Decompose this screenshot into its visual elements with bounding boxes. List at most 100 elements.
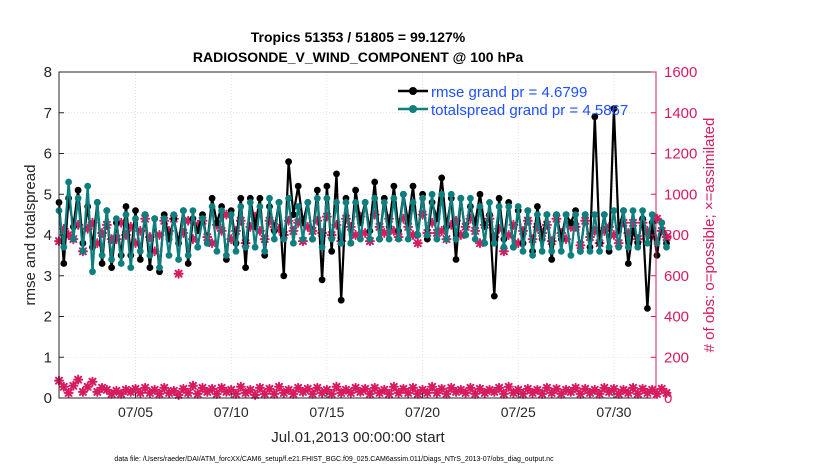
assimilated-marker xyxy=(427,217,438,228)
assimilated-marker xyxy=(331,219,342,230)
possible-marker xyxy=(379,384,390,395)
possible-marker xyxy=(97,382,108,393)
y-right-tick-label: 1200 xyxy=(664,146,697,163)
possible-marker xyxy=(561,384,572,395)
totalspread-point xyxy=(500,243,508,251)
possible-marker xyxy=(651,388,662,399)
assimilated-marker xyxy=(436,225,447,236)
totalspread-point xyxy=(132,215,139,223)
assimilated-marker xyxy=(369,209,380,220)
possible-marker xyxy=(288,388,299,399)
possible-marker xyxy=(168,385,179,396)
totalspread-point xyxy=(409,199,417,206)
assimilated-marker xyxy=(101,219,112,230)
possible-marker xyxy=(427,381,438,392)
assimilated-marker xyxy=(130,238,141,249)
possible-marker xyxy=(594,388,605,399)
possible-marker xyxy=(341,384,352,395)
possible-marker xyxy=(584,387,595,398)
totalspread-point xyxy=(309,235,316,243)
totalspread-point xyxy=(476,203,484,210)
possible-marker xyxy=(326,388,337,399)
rmse-point xyxy=(567,219,575,227)
totalspread-point xyxy=(380,199,388,206)
possible-marker xyxy=(101,384,112,395)
y-left-tick-label: 1 xyxy=(44,349,52,366)
assimilated-marker xyxy=(527,234,538,245)
possible-marker xyxy=(393,387,404,398)
totalspread-point xyxy=(194,243,202,251)
possible-marker xyxy=(92,386,103,397)
possible-marker xyxy=(494,382,505,393)
possible-marker xyxy=(82,381,93,392)
possible-marker xyxy=(159,382,170,393)
totalspread-point xyxy=(242,243,250,251)
totalspread-point xyxy=(577,247,584,255)
totalspread-point xyxy=(199,215,206,223)
totalspread-point xyxy=(237,203,245,210)
possible-marker xyxy=(460,387,471,398)
possible-marker xyxy=(431,387,442,398)
possible-marker xyxy=(235,381,246,392)
y-right-tick-label: 1600 xyxy=(664,64,697,81)
assimilated-marker xyxy=(120,230,131,240)
totalspread-point xyxy=(385,235,393,243)
possible-marker xyxy=(154,388,165,399)
y-left-tick-label: 8 xyxy=(44,64,52,81)
possible-marker xyxy=(216,382,227,393)
totalspread-point xyxy=(70,235,77,243)
assimilated-marker xyxy=(474,238,485,249)
assimilated-marker xyxy=(561,234,572,245)
rmse-point xyxy=(476,190,484,198)
possible-marker xyxy=(575,388,586,399)
rmse-point xyxy=(98,260,106,267)
assimilated-marker xyxy=(656,225,667,236)
possible-marker xyxy=(302,383,313,394)
assimilated-marker xyxy=(661,232,672,243)
legend-spread-marker xyxy=(409,105,417,113)
totalspread-point xyxy=(357,235,364,243)
assimilated-marker xyxy=(302,221,313,232)
possible-marker xyxy=(149,384,160,395)
totalspread-point xyxy=(261,247,269,255)
assimilated-marker xyxy=(518,225,529,236)
totalspread-point xyxy=(524,207,532,215)
totalspread-point xyxy=(562,211,570,219)
possible-marker xyxy=(68,380,79,391)
possible-marker xyxy=(398,383,409,394)
totalspread-point xyxy=(514,203,522,210)
assimilated-marker xyxy=(412,238,423,249)
x-axis-label: Jul.01,2013 00:00:00 start xyxy=(271,429,445,446)
assimilated-marker xyxy=(618,217,629,228)
totalspread-point xyxy=(591,211,599,219)
totalspread-point xyxy=(160,215,168,223)
possible-marker xyxy=(336,387,347,398)
rmse-point xyxy=(242,264,250,271)
assimilated-marker xyxy=(321,211,332,222)
totalspread-point xyxy=(290,239,297,247)
rmse-point xyxy=(328,247,336,255)
possible-marker xyxy=(589,384,600,395)
possible-marker xyxy=(465,382,476,393)
y-left-tick-label: 7 xyxy=(44,105,52,122)
totalspread-point xyxy=(519,247,527,255)
assimilated-marker xyxy=(221,209,232,220)
rmse-point xyxy=(280,272,288,280)
assimilated-marker xyxy=(446,219,457,230)
totalspread-point xyxy=(400,190,407,198)
totalspread-point xyxy=(127,264,135,271)
possible-marker xyxy=(642,387,653,398)
assimilated-marker xyxy=(63,230,74,240)
y-left-tick-label: 3 xyxy=(44,268,52,285)
assimilated-marker xyxy=(623,227,634,238)
totalspread-point xyxy=(93,199,101,206)
totalspread-point xyxy=(337,239,345,247)
totalspread-point xyxy=(586,247,594,255)
assimilated-marker xyxy=(293,217,304,228)
possible-marker xyxy=(384,388,395,399)
assimilated-marker xyxy=(207,238,218,249)
possible-marker xyxy=(230,388,241,399)
totalspread-point xyxy=(395,235,402,243)
possible-marker xyxy=(297,386,308,397)
totalspread-point xyxy=(323,194,331,202)
